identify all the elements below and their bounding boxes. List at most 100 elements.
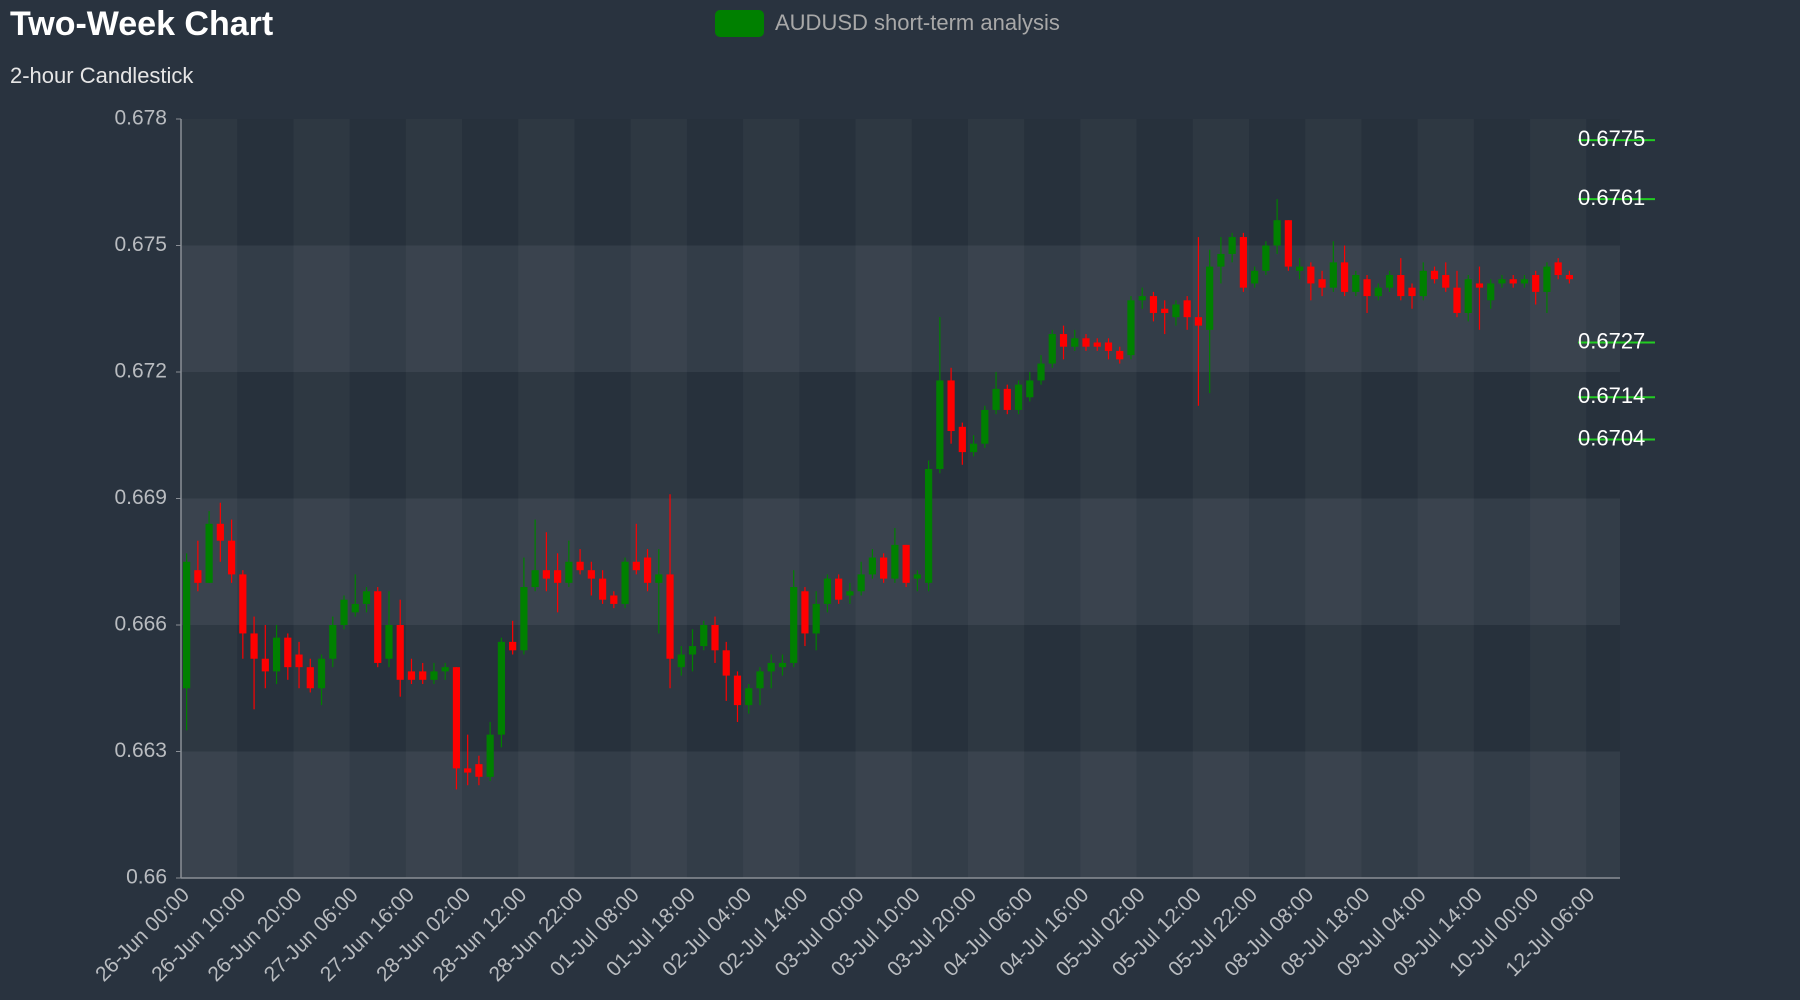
candle-body — [1487, 283, 1495, 301]
candle-body — [261, 658, 269, 672]
candle-body — [1003, 388, 1011, 410]
candle-body — [1228, 237, 1236, 254]
candle-body — [1397, 275, 1405, 297]
candle-body — [250, 633, 258, 659]
candle-body — [1509, 279, 1517, 284]
candle-body — [1093, 342, 1101, 347]
plot-stripe — [968, 119, 1024, 878]
candle-body — [992, 388, 1000, 410]
candle-body — [688, 646, 697, 655]
candle-body — [1071, 338, 1079, 347]
candle-body — [902, 544, 910, 583]
candle-body — [1475, 283, 1484, 288]
candle-body — [1385, 275, 1394, 288]
candle-body — [396, 625, 404, 680]
plot-band — [181, 751, 1620, 878]
candle-body — [1262, 245, 1270, 271]
candle-body — [981, 409, 989, 444]
candle-body — [1430, 270, 1439, 280]
candle-body — [520, 587, 528, 651]
candle-body — [362, 591, 371, 604]
candle-body — [733, 675, 742, 706]
candle-body — [1352, 275, 1360, 292]
candle-body — [464, 768, 472, 773]
candle-body — [823, 578, 832, 604]
candle-body — [1453, 287, 1461, 313]
plot-stripe — [181, 119, 237, 878]
candle-body — [745, 688, 753, 706]
candle-body — [239, 574, 247, 634]
candle-body — [351, 603, 359, 613]
candle-body — [1419, 270, 1427, 297]
candle-body — [790, 587, 798, 663]
candle-body — [632, 561, 640, 571]
plot-stripe — [293, 119, 349, 878]
candle-body — [1318, 279, 1326, 288]
candle-body — [666, 574, 674, 659]
plot-band — [181, 119, 1620, 246]
annotation-label: 0.6775 — [1578, 126, 1645, 151]
candle-body — [509, 641, 517, 651]
candle-body — [486, 734, 494, 777]
candle-body — [1554, 262, 1562, 276]
y-tick-label: 0.672 — [114, 360, 167, 383]
candle-body — [284, 637, 292, 668]
candle-body — [925, 468, 933, 583]
candle-body — [936, 380, 944, 469]
plot-stripe — [1305, 119, 1361, 878]
y-tick-label: 0.663 — [114, 739, 167, 762]
y-tick-label: 0.669 — [114, 486, 167, 509]
chart-subtitle: 2-hour Candlestick — [10, 63, 194, 88]
candle-body — [1059, 334, 1068, 347]
y-tick-label: 0.678 — [114, 107, 167, 130]
candle-body — [452, 667, 461, 769]
candle-body — [756, 671, 764, 689]
plot-stripe — [743, 119, 799, 878]
candle-body — [677, 654, 685, 668]
candle-body — [1014, 384, 1023, 410]
candle-body — [441, 667, 449, 672]
candle-body — [1161, 308, 1169, 313]
candle-body — [194, 570, 202, 583]
candle-body — [205, 523, 213, 583]
candle-body — [778, 662, 787, 668]
candle-body — [295, 654, 303, 668]
candle-body — [812, 603, 820, 634]
plot-band — [181, 372, 1620, 499]
candle-body — [1127, 300, 1135, 356]
annotation-label: 0.6727 — [1578, 328, 1645, 353]
legend-label: AUDUSD short-term analysis — [775, 10, 1060, 35]
candle-body — [1565, 275, 1574, 280]
annotation-label: 0.6761 — [1578, 185, 1645, 210]
candle-body — [1543, 266, 1551, 292]
candle-body — [430, 671, 438, 680]
candle-body — [1520, 279, 1529, 284]
candle-body — [947, 380, 955, 432]
y-tick-label: 0.666 — [114, 613, 167, 636]
candle-body — [621, 561, 629, 604]
candle-body — [407, 671, 416, 680]
candle-body — [598, 578, 607, 600]
candle-body — [1442, 275, 1450, 288]
legend-swatch — [715, 10, 764, 37]
candle-body — [913, 574, 921, 579]
candle-body — [1172, 304, 1180, 318]
candle-body — [1217, 253, 1225, 267]
candle-body — [1374, 287, 1382, 297]
candle-body — [857, 574, 865, 592]
annotation-label: 0.6714 — [1578, 383, 1645, 408]
candle-body — [1104, 342, 1113, 351]
candle-body — [868, 557, 876, 575]
candle-body — [329, 625, 337, 659]
candle-body — [1149, 296, 1158, 313]
candle-body — [1532, 275, 1540, 292]
candle-body — [1296, 266, 1304, 271]
candle-body — [272, 637, 281, 672]
candle-body — [1082, 338, 1090, 347]
candle-body — [1048, 334, 1056, 364]
candle-body — [419, 671, 427, 680]
candle-body — [1329, 262, 1337, 288]
candle-body — [1183, 300, 1191, 318]
